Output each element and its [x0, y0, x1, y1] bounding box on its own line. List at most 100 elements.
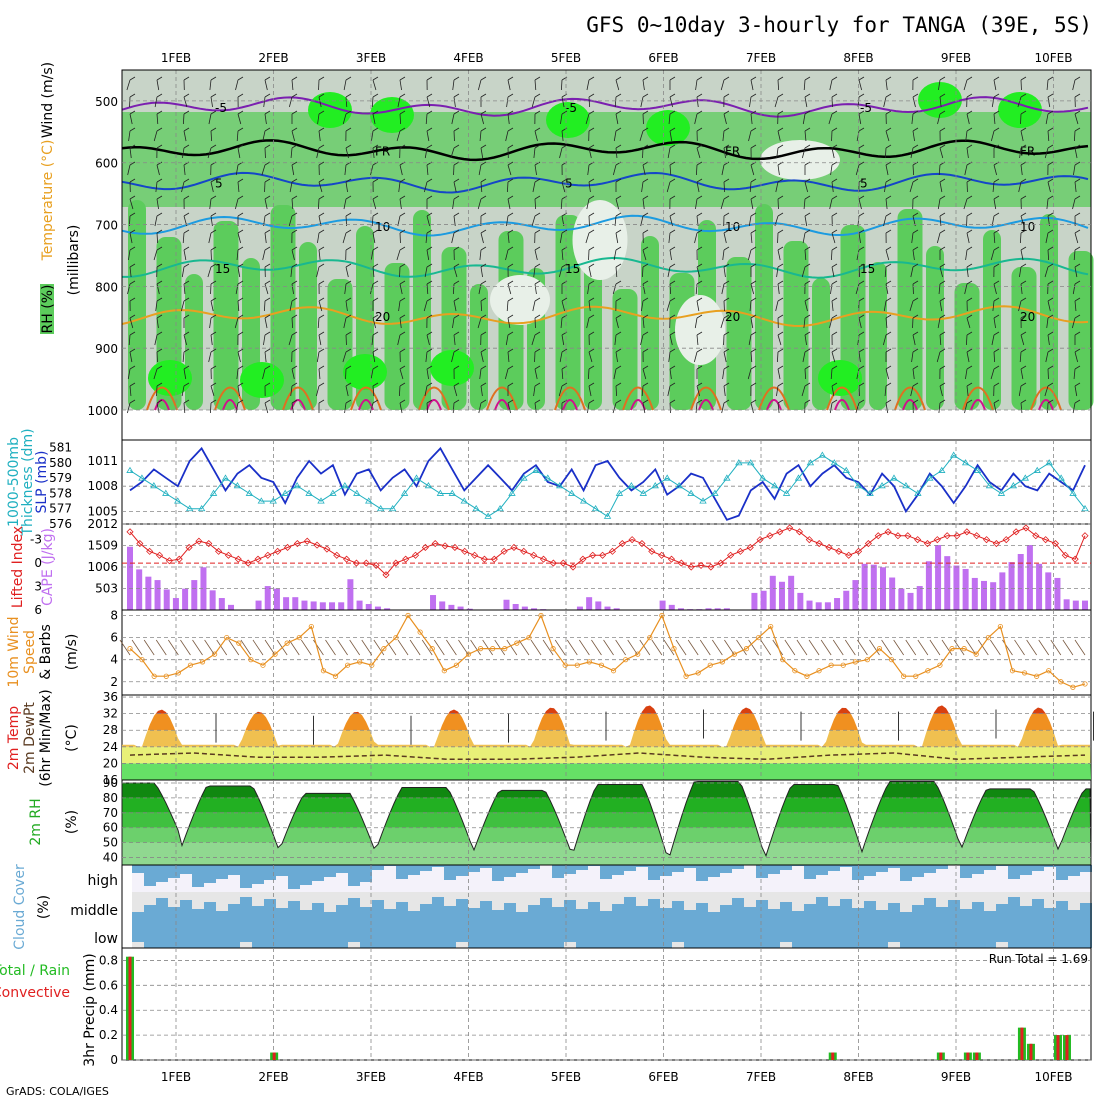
wind-barb: [424, 266, 428, 278]
wind-barb: [723, 266, 726, 278]
wind-barb: [858, 198, 862, 210]
wind-barb-flag: [237, 93, 244, 98]
cloud-high-bar: [168, 865, 180, 878]
wind-barb: [1044, 147, 1049, 159]
wind-barb: [722, 249, 725, 261]
precip-convective-bar: [128, 956, 132, 1060]
wind-barb: [291, 79, 294, 91]
wind-barb: [627, 639, 639, 656]
cape-bar: [145, 576, 152, 610]
isotherm-25: [282, 386, 314, 411]
wind-barb: [183, 130, 187, 142]
wind-barb-flag: [345, 263, 352, 268]
cape-bar: [310, 601, 317, 610]
cloud-high-bar: [864, 865, 876, 876]
wind-barb: [723, 181, 726, 193]
cape-bar: [127, 546, 133, 610]
wind-barb: [318, 368, 321, 380]
wind-barb: [748, 130, 752, 142]
wind-barb: [361, 639, 373, 656]
wind-barb: [964, 402, 968, 414]
wind-barb: [240, 639, 252, 656]
wind-barb-flag: [723, 110, 730, 115]
wind-barb-flag: [615, 348, 622, 353]
wind-barb: [748, 639, 759, 656]
wind-barb: [291, 283, 294, 295]
wind-barb: [397, 639, 409, 656]
cloud-low-bar: [324, 920, 336, 948]
li-point: [1061, 551, 1069, 559]
isotherm--5: [121, 96, 1089, 118]
cloud-low-bar: [936, 920, 948, 948]
wind-barb: [183, 368, 187, 380]
wind-barb: [291, 198, 294, 210]
wind-barb: [829, 198, 833, 210]
wind-barb-flag: [1047, 195, 1054, 200]
wind-barb-flag: [1074, 127, 1081, 132]
wind-barb-flag: [291, 314, 298, 319]
wind-barb: [801, 147, 806, 159]
thickness-point: [448, 489, 457, 496]
cape-bar: [769, 575, 776, 610]
wind-barb-flag: [777, 382, 784, 387]
wind-barb-flag: [534, 161, 541, 166]
wind-barb-flag: [1074, 263, 1081, 268]
wind-barb-flag: [912, 297, 919, 302]
wind-barb: [479, 130, 482, 142]
wind-barb-flag: [615, 178, 622, 183]
wind-barb: [426, 368, 429, 380]
wind-barb: [208, 113, 212, 125]
wind-barb-flag: [966, 331, 973, 336]
wind-barb-flag: [804, 348, 811, 353]
wind-barb: [156, 164, 160, 176]
wind-barb: [534, 402, 537, 414]
cloud-high-bar: [756, 865, 768, 878]
wind-barb: [209, 317, 212, 329]
cloud-low-bar: [444, 920, 456, 948]
wind-barb-flag: [939, 297, 946, 302]
cloud-high-bar: [132, 865, 144, 873]
rh-moist-band: [384, 263, 410, 410]
wind-barb-flag: [129, 314, 136, 319]
footer-credit: GrADS: COLA/IGES: [6, 1085, 109, 1098]
wind-barb: [534, 368, 538, 380]
wind-barb-flag: [561, 263, 568, 268]
wind-barb-flag: [264, 297, 271, 302]
wind-speed-point: [526, 634, 532, 641]
wind-barb-flag: [750, 229, 757, 234]
wind-barb-flag: [588, 365, 595, 370]
wind-barb-flag: [345, 229, 352, 234]
wind-barb-flag: [318, 76, 325, 81]
wind-barb-flag: [1074, 399, 1081, 404]
wind-barb-flag: [453, 93, 460, 98]
wind-barb-flag: [885, 161, 892, 166]
wind-barb: [426, 96, 431, 108]
wind-barb-flag: [453, 229, 460, 234]
wind-barb-flag: [480, 399, 487, 404]
wind-barb: [344, 402, 347, 414]
wind-barb-flag: [345, 280, 352, 285]
wind-barb-flag: [615, 144, 622, 149]
wind-barb: [131, 639, 143, 656]
wind-barb-flag: [669, 229, 676, 234]
date-label-top: 1FEB: [161, 51, 191, 65]
isotherm-label: -5: [215, 101, 227, 115]
wind-barb-flag: [1074, 280, 1081, 285]
cloud-high-bar: [312, 865, 324, 881]
wind-barb: [1047, 249, 1050, 261]
wind-barb: [893, 639, 905, 656]
wind-barb: [585, 113, 590, 125]
wind-barb-flag: [642, 348, 649, 353]
wind-barb: [588, 266, 592, 278]
wind-barb: [399, 317, 402, 329]
thickness-point: [209, 489, 218, 496]
wind-barb: [291, 317, 294, 329]
wind-barb: [1019, 351, 1022, 363]
wind-barb: [803, 317, 806, 329]
cloud-low-bar: [516, 920, 528, 948]
date-label-bottom: 7FEB: [746, 1070, 776, 1084]
wind-barb-flag: [561, 297, 568, 302]
wind-barb-flag: [642, 399, 649, 404]
cloud-low-bar: [1080, 920, 1092, 948]
pressure-tick: 1000: [87, 404, 118, 418]
